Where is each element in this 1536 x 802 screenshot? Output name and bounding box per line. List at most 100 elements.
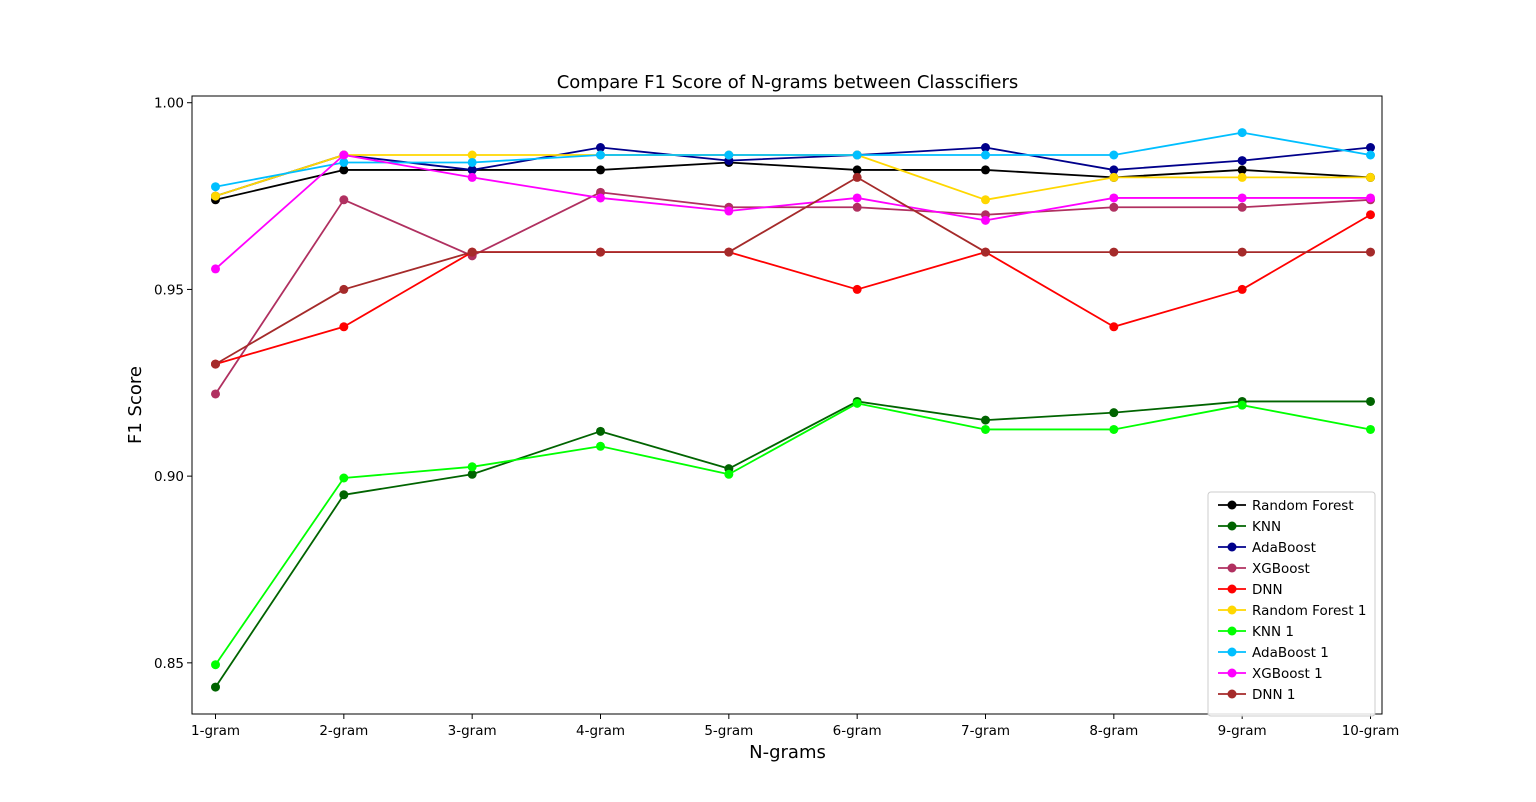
data-point	[1237, 247, 1247, 257]
data-point	[1109, 193, 1119, 203]
data-point	[1237, 284, 1247, 294]
data-point	[1237, 400, 1247, 410]
data-point	[981, 165, 990, 175]
data-point	[467, 462, 477, 472]
legend-item: DNN	[1218, 582, 1283, 598]
series-line	[214, 191, 1371, 395]
x-tick-label: 1-gram	[191, 723, 240, 739]
legend: Random Forest KNN AdaBoost XGBoost DNN Random…	[1207, 491, 1376, 717]
data-point	[467, 165, 477, 175]
data-point	[1237, 128, 1247, 138]
legend-item: DNN 1	[1218, 687, 1295, 703]
legend-swatch-marker	[1227, 521, 1237, 531]
data-point	[852, 172, 862, 182]
y-axis: 0.85 0.90 0.95 1.00	[154, 96, 192, 672]
data-point	[1237, 172, 1247, 182]
data-point	[467, 247, 477, 257]
data-point	[467, 150, 477, 160]
data-point	[1366, 210, 1375, 220]
data-point	[211, 682, 220, 692]
legend-box	[1207, 491, 1376, 717]
series-knn-1	[211, 398, 1375, 670]
data-point	[724, 206, 734, 216]
legend-label: Random Forest 1	[1252, 603, 1367, 619]
data-point	[981, 415, 990, 425]
data-point	[467, 157, 477, 167]
series-xgboost-1	[211, 150, 1375, 274]
legend-swatch-marker	[1227, 605, 1237, 615]
data-point	[852, 202, 862, 212]
data-point	[981, 143, 990, 153]
data-point	[981, 195, 990, 205]
legend-label: AdaBoost 1	[1252, 645, 1329, 661]
data-point	[981, 150, 990, 160]
y-axis-label: F1 Score	[125, 366, 146, 444]
x-tick-label: 10-gram	[1342, 723, 1400, 739]
data-point	[1366, 143, 1375, 153]
legend-item: KNN 1	[1218, 624, 1294, 640]
series-line	[214, 154, 1371, 270]
data-point	[852, 284, 862, 294]
series-dnn	[211, 210, 1375, 369]
legend-swatch-marker	[1227, 542, 1237, 552]
data-point	[1366, 172, 1375, 182]
series-line	[215, 176, 1371, 365]
series-line	[215, 161, 1371, 201]
data-point	[339, 157, 349, 167]
plot-frame	[191, 95, 1383, 715]
data-point	[339, 195, 349, 205]
legend-item: XGBoost 1	[1218, 666, 1323, 682]
data-point	[1109, 424, 1119, 434]
x-tick-label: 5-gram	[704, 723, 753, 739]
data-point	[981, 424, 990, 434]
series-adaboost-1	[211, 128, 1375, 192]
x-tick-label: 2-gram	[319, 723, 368, 739]
chart-title: Compare F1 Score of N-grams between Clas…	[557, 72, 1019, 93]
legend-item: AdaBoost	[1218, 540, 1316, 556]
series-xgboost	[211, 187, 1375, 399]
data-point	[1109, 408, 1119, 418]
data-point	[852, 193, 862, 203]
data-point	[211, 191, 220, 201]
legend-label: XGBoost	[1252, 561, 1310, 577]
data-point	[339, 490, 349, 500]
series-knn	[211, 396, 1375, 692]
data-point	[1109, 150, 1119, 160]
data-point	[724, 469, 734, 479]
data-point	[724, 247, 734, 257]
data-point	[981, 215, 990, 225]
legend-item: XGBoost	[1218, 561, 1310, 577]
data-point	[1109, 322, 1119, 332]
data-point	[596, 165, 605, 175]
data-point	[1366, 193, 1375, 203]
legend-label: DNN 1	[1252, 687, 1295, 703]
x-tick-label: 6-gram	[833, 723, 882, 739]
data-point	[852, 150, 862, 160]
legend-swatch-marker	[1227, 689, 1237, 699]
x-tick-label: 7-gram	[961, 723, 1010, 739]
data-point	[1109, 172, 1119, 182]
x-tick-label: 4-gram	[576, 723, 625, 739]
data-point	[1109, 202, 1119, 212]
x-axis: 1-gram 2-gram 3-gram 4-gram 5-gram 6-gram 7-gr…	[191, 714, 1399, 739]
legend-label: XGBoost 1	[1252, 666, 1323, 682]
data-point	[852, 398, 862, 408]
data-point	[467, 469, 477, 479]
x-axis-label: N-grams	[749, 742, 826, 763]
series-line	[215, 131, 1371, 188]
data-point	[1366, 150, 1375, 160]
data-point	[981, 247, 990, 257]
y-tick-label: 0.85	[154, 656, 184, 672]
data-point	[339, 150, 349, 160]
y-tick-label: 0.95	[154, 282, 184, 298]
data-point	[211, 359, 220, 369]
data-point	[339, 165, 349, 175]
legend-label: AdaBoost	[1252, 540, 1316, 556]
data-point	[1237, 193, 1247, 203]
legend-swatch-marker	[1227, 626, 1237, 636]
data-point	[211, 660, 220, 670]
legend-item: KNN	[1218, 519, 1281, 535]
series-line	[214, 400, 1371, 688]
x-tick-label: 8-gram	[1089, 723, 1138, 739]
plot-area	[211, 128, 1375, 692]
